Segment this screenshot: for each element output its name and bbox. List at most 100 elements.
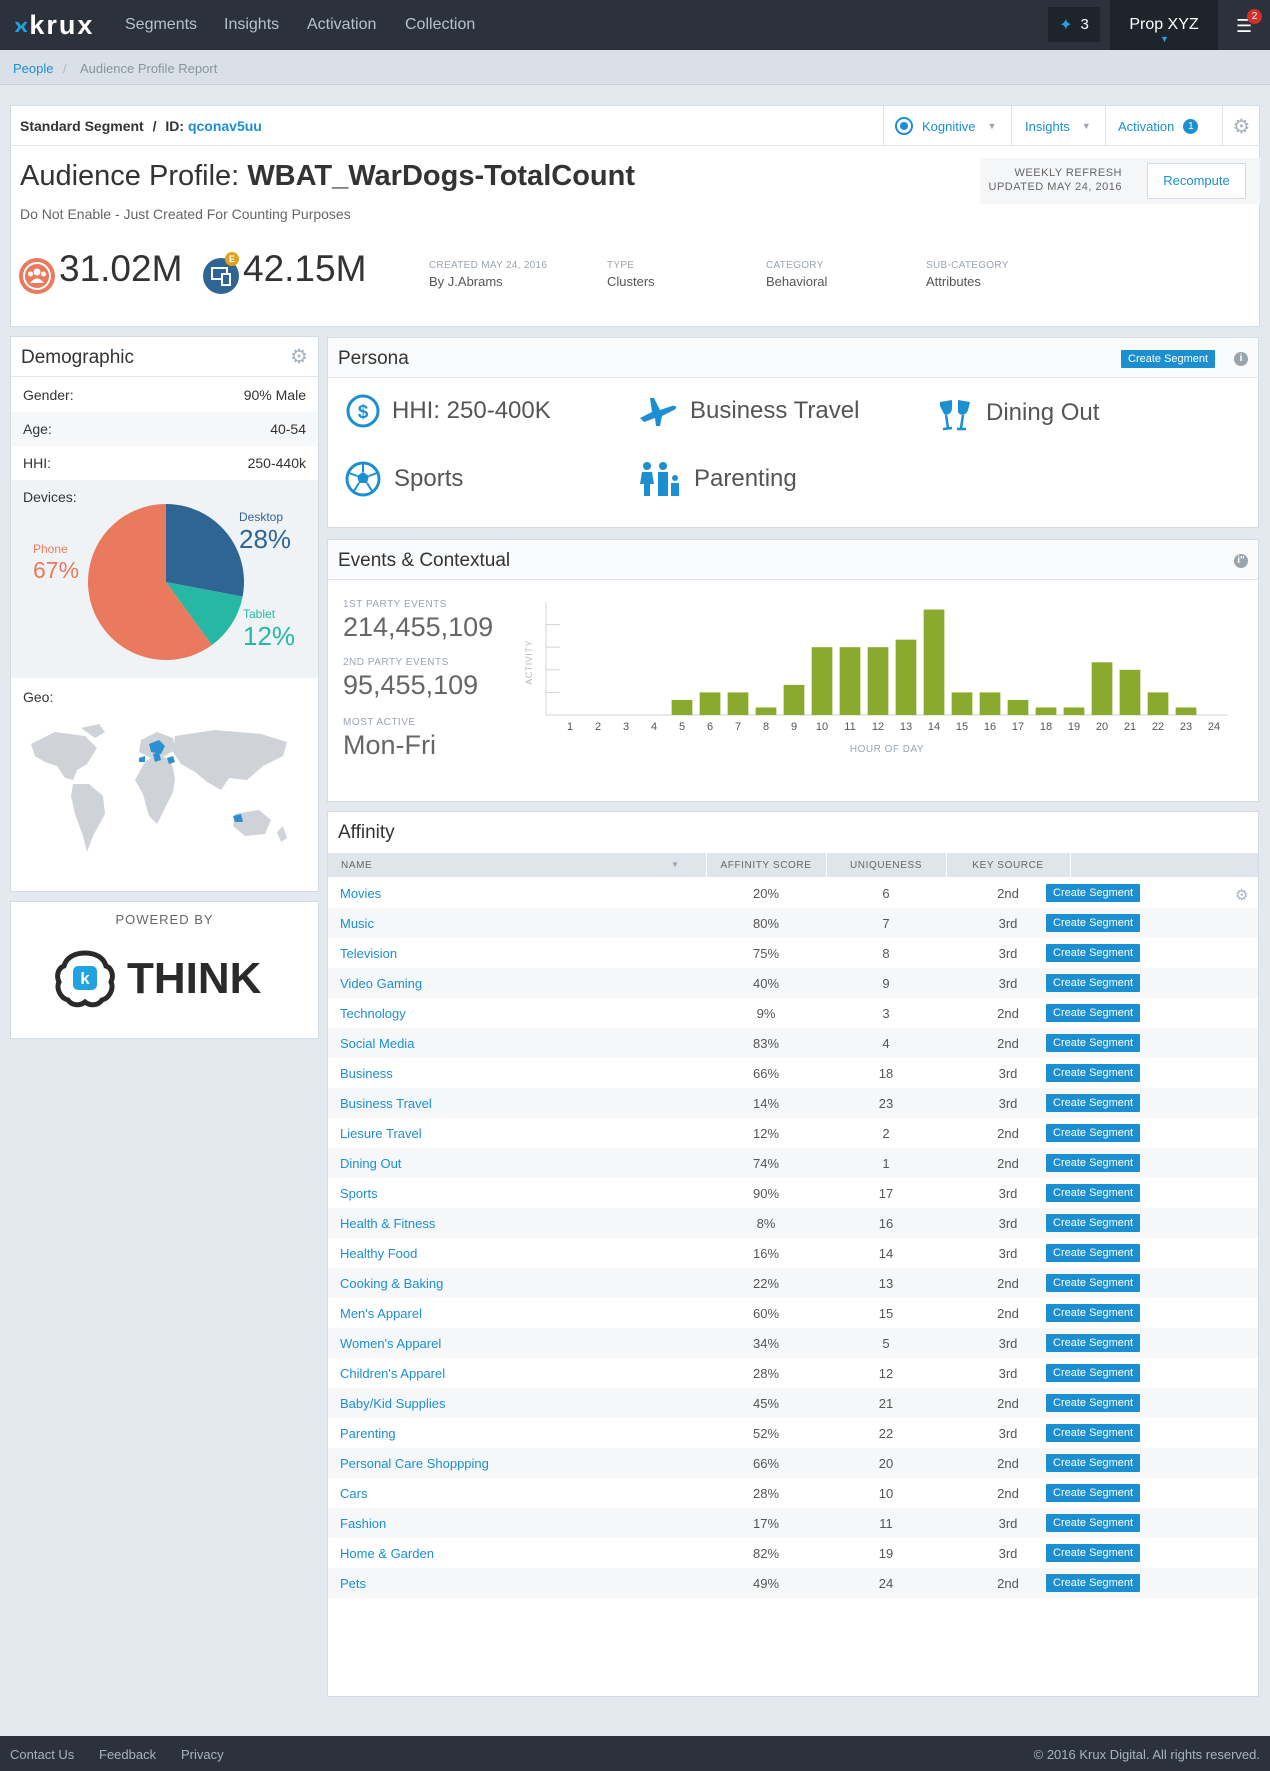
create-segment-button[interactable]: Create Segment <box>1046 974 1141 992</box>
breadcrumb-separator: / <box>63 61 67 76</box>
property-name: Prop XYZ <box>1129 16 1199 33</box>
create-segment-button[interactable]: Create Segment <box>1046 1214 1141 1232</box>
affinity-name[interactable]: Video Gaming <box>340 976 423 991</box>
meta-value: Clusters <box>607 274 655 289</box>
affinity-name[interactable]: Home & Garden <box>340 1546 434 1561</box>
create-segment-button[interactable]: Create Segment <box>1046 1004 1141 1022</box>
create-segment-button[interactable]: Create Segment <box>1046 1484 1141 1502</box>
bar-hour-20 <box>1091 662 1113 715</box>
create-segment-button[interactable]: Create Segment <box>1046 1304 1141 1322</box>
meta-label: CREATED MAY 24, 2016 <box>429 260 548 271</box>
affinity-name[interactable]: Men's Apparel <box>340 1306 422 1321</box>
footer-feedback[interactable]: Feedback <box>99 1747 157 1762</box>
affinity-name[interactable]: Cars <box>340 1486 368 1501</box>
nav-segments[interactable]: Segments <box>125 16 198 33</box>
info-icon[interactable]: i" <box>1234 554 1248 568</box>
refresh-schedule: WEEKLY REFRESH <box>1014 167 1122 179</box>
affinity-name[interactable]: Parenting <box>340 1426 396 1441</box>
activation-button[interactable]: Activation 1 <box>1105 106 1222 146</box>
info-icon[interactable]: i <box>1234 352 1248 366</box>
col-key-source[interactable]: KEY SOURCE <box>972 860 1044 871</box>
affinity-name[interactable]: Personal Care Shoppping <box>340 1456 489 1471</box>
affinity-name[interactable]: Pets <box>340 1576 367 1591</box>
create-segment-button[interactable]: Create Segment <box>1046 1394 1141 1412</box>
affinity-key-source: 2nd <box>997 1156 1019 1171</box>
second-party-value: 95,455,109 <box>343 670 479 700</box>
property-selector[interactable]: Prop XYZ ▼ <box>1110 0 1218 50</box>
create-segment-button[interactable]: Create Segment <box>1046 1334 1141 1352</box>
create-segment-button[interactable]: Create Segment <box>1046 884 1141 902</box>
breadcrumb-people[interactable]: People <box>13 61 54 76</box>
bar-hour-22 <box>1147 692 1169 715</box>
notifications-menu[interactable]: ☰ 2 <box>1222 0 1270 50</box>
sort-caret-icon[interactable]: ▼ <box>671 860 680 869</box>
nav-activation[interactable]: Activation <box>307 16 377 33</box>
affinity-score: 66% <box>752 1456 780 1471</box>
affinity-name[interactable]: Women's Apparel <box>340 1336 442 1351</box>
col-uniqueness[interactable]: UNIQUENESS <box>849 860 923 871</box>
create-segment-button[interactable]: Create Segment <box>1121 350 1216 368</box>
pie-slice-phone <box>88 504 212 660</box>
nav-collection[interactable]: Collection <box>405 16 476 33</box>
affinity-name[interactable]: Social Media <box>340 1036 415 1051</box>
create-segment-button[interactable]: Create Segment <box>1046 1364 1141 1382</box>
affinity-name[interactable]: Liesure Travel <box>340 1126 422 1141</box>
affinity-name[interactable]: Fashion <box>340 1516 387 1531</box>
create-segment-button[interactable]: Create Segment <box>1046 1574 1141 1592</box>
create-segment-button[interactable]: Create Segment <box>1046 1514 1141 1532</box>
insights-button[interactable]: Insights ▼ <box>1011 106 1105 146</box>
settings-button[interactable]: ⚙ <box>1222 106 1260 146</box>
affinity-name[interactable]: Music <box>340 916 374 931</box>
gear-icon[interactable]: ⚙ <box>1235 887 1249 904</box>
create-segment-button[interactable]: Create Segment <box>1046 914 1141 932</box>
create-segment-button[interactable]: Create Segment <box>1046 1154 1141 1172</box>
affinity-name[interactable]: Television <box>340 946 398 961</box>
family-icon <box>640 462 679 496</box>
affinity-name[interactable]: Business <box>340 1066 393 1081</box>
think-brain-icon: k <box>55 950 115 1008</box>
first-party-label: 1ST PARTY EVENTS <box>343 599 447 610</box>
footer-privacy[interactable]: Privacy <box>181 1747 224 1762</box>
segment-header-card: Standard Segment / ID: qconav5uu Kogniti… <box>10 105 1260 327</box>
kognitive-button[interactable]: Kognitive ▼ <box>883 106 1011 146</box>
create-segment-button[interactable]: Create Segment <box>1046 1274 1141 1292</box>
affinity-name[interactable]: Health & Fitness <box>340 1216 436 1231</box>
pinned-button[interactable]: ✦ 3 <box>1048 7 1100 42</box>
demo-value: 40-54 <box>270 421 306 437</box>
krux-logo[interactable]: ›‹ krux <box>14 10 94 40</box>
col-name[interactable]: NAME <box>341 860 373 871</box>
recompute-button[interactable]: Recompute <box>1147 163 1246 199</box>
kognitive-icon <box>895 117 913 135</box>
affinity-uniqueness: 20 <box>878 1456 894 1471</box>
footer-contact[interactable]: Contact Us <box>10 1747 75 1762</box>
create-segment-button[interactable]: Create Segment <box>1046 1454 1141 1472</box>
affinity-name[interactable]: Business Travel <box>340 1096 432 1111</box>
demographic-header: Demographic ⚙ <box>11 337 318 377</box>
breadcrumb: People / Audience Profile Report <box>0 50 1270 85</box>
affinity-score: 52% <box>752 1426 780 1441</box>
affinity-name[interactable]: Healthy Food <box>340 1246 418 1261</box>
create-segment-button[interactable]: Create Segment <box>1046 1064 1141 1082</box>
affinity-score: 60% <box>752 1306 780 1321</box>
affinity-name[interactable]: Baby/Kid Supplies <box>340 1396 446 1411</box>
affinity-name[interactable]: Technology <box>340 1006 406 1021</box>
affinity-name[interactable]: Cooking & Baking <box>340 1276 444 1291</box>
persona-label: Business Travel <box>690 397 860 424</box>
create-segment-button[interactable]: Create Segment <box>1046 1424 1141 1442</box>
affinity-name[interactable]: Dining Out <box>340 1156 402 1171</box>
create-segment-button[interactable]: Create Segment <box>1046 1094 1141 1112</box>
x-tick-label: 20 <box>1096 721 1108 733</box>
affinity-name[interactable]: Children's Apparel <box>340 1366 446 1381</box>
bar-hour-8 <box>755 707 777 715</box>
create-segment-button[interactable]: Create Segment <box>1046 1244 1141 1262</box>
create-segment-button[interactable]: Create Segment <box>1046 1034 1141 1052</box>
affinity-name[interactable]: Sports <box>340 1186 378 1201</box>
create-segment-button[interactable]: Create Segment <box>1046 944 1141 962</box>
affinity-name[interactable]: Movies <box>340 886 382 901</box>
col-affinity-score[interactable]: AFFINITY SCORE <box>720 860 812 871</box>
nav-insights[interactable]: Insights <box>224 16 280 33</box>
create-segment-button[interactable]: Create Segment <box>1046 1184 1141 1202</box>
gear-icon[interactable]: ⚙ <box>290 346 308 368</box>
create-segment-button[interactable]: Create Segment <box>1046 1124 1141 1142</box>
create-segment-button[interactable]: Create Segment <box>1046 1544 1141 1562</box>
